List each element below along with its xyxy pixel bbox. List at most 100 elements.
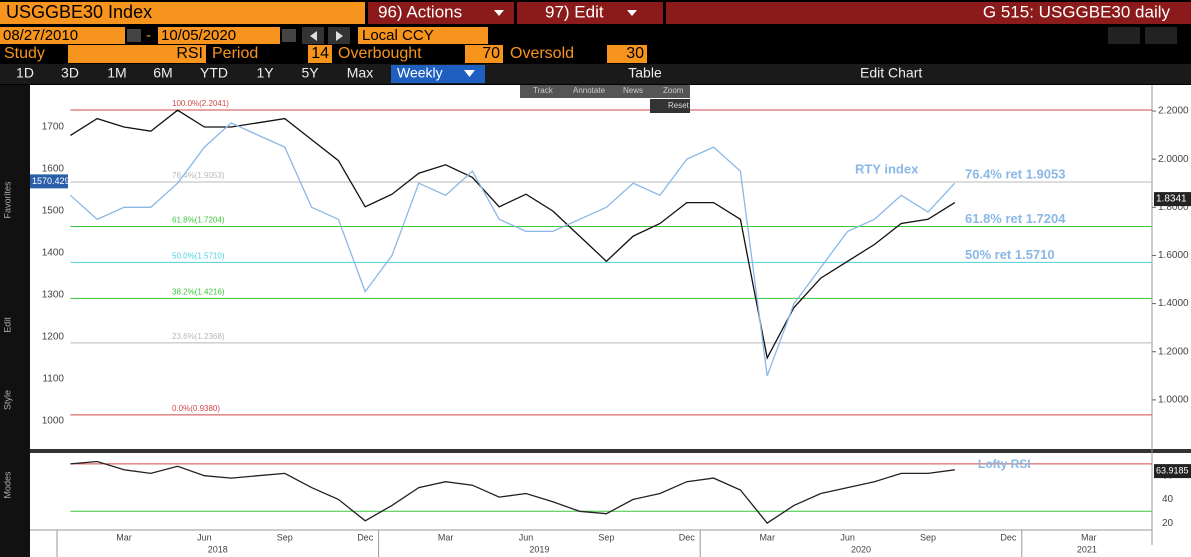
series-line xyxy=(70,460,955,524)
period-button[interactable]: 1D xyxy=(16,65,34,81)
y2-tick-label: 2.0000 xyxy=(1158,154,1189,165)
fib-level-label: 61.8%(1.7204) xyxy=(172,216,225,225)
cursor-tag xyxy=(30,174,68,189)
study-label: Overbought xyxy=(338,45,422,62)
year-label: 2021 xyxy=(1077,544,1097,554)
panel-divider xyxy=(30,449,1191,453)
last-value-tag xyxy=(1154,464,1191,479)
level-note: 61.8% ret 1.7204 xyxy=(965,211,1066,226)
y-tick-label: 1000 xyxy=(42,416,65,427)
period-button[interactable]: 1M xyxy=(107,65,126,81)
side-section-label: Favorites xyxy=(2,181,12,219)
currency-box[interactable] xyxy=(358,27,488,44)
fib-level-label: 0.0%(0.9380) xyxy=(172,404,220,413)
dropdown-arrow xyxy=(627,10,637,16)
y2-tick-label: 1.6000 xyxy=(1158,250,1189,261)
period-button[interactable]: 5Y xyxy=(301,65,319,81)
y-tick-label: 1400 xyxy=(42,248,65,259)
x-tick-label: Mar xyxy=(759,532,775,542)
period-row: 1D 3D 1M 6M YTD 1Y 5Y Max Weekly Table Edit Chart xyxy=(0,64,1191,84)
side-section-label: Edit xyxy=(2,317,12,333)
study-row: Study RSI Period 14 Overbought 70 Oversold 30 xyxy=(2,45,647,63)
reset-button[interactable]: Reset xyxy=(668,101,690,110)
x-tick-label: Sep xyxy=(920,532,936,542)
study-label: Period xyxy=(212,45,258,62)
edit-button[interactable] xyxy=(517,2,663,24)
year-label: 2020 xyxy=(851,544,871,554)
start-date: 08/27/2010 xyxy=(3,27,78,44)
x-tick-label: Jun xyxy=(197,532,212,542)
redo-button[interactable] xyxy=(1145,27,1177,44)
year-label: 2019 xyxy=(529,544,549,554)
legend-entry: RTY index xyxy=(855,161,919,176)
x-tick-label: Sep xyxy=(598,532,614,542)
legend-entry: Lofty RSI xyxy=(978,457,1031,471)
series-line xyxy=(70,109,956,360)
study-label-box xyxy=(336,45,462,63)
period-button[interactable]: YTD xyxy=(200,65,228,81)
study-label-box xyxy=(2,45,64,63)
period-button[interactable]: 6M xyxy=(153,65,172,81)
end-date: 10/05/2020 xyxy=(161,27,236,44)
study-input[interactable] xyxy=(607,45,647,63)
tool-button[interactable]: Annotate xyxy=(573,86,606,95)
edit-label: 97) Edit xyxy=(545,2,604,21)
y-tick-label: 1500 xyxy=(42,206,65,217)
actions-button[interactable] xyxy=(368,2,514,24)
period-button[interactable]: 1Y xyxy=(256,65,274,81)
period-button[interactable]: Max xyxy=(347,65,373,81)
y-tick-label: 1300 xyxy=(42,290,65,301)
window-title: G 515: USGGBE30 daily xyxy=(983,2,1171,21)
rsi-plot xyxy=(30,453,1191,557)
title-bar xyxy=(666,2,1191,24)
period-button[interactable]: 3D xyxy=(61,65,79,81)
tool-button[interactable]: News xyxy=(623,86,643,95)
undo-button[interactable] xyxy=(1108,27,1140,44)
y2-tick-label: 1.4000 xyxy=(1158,298,1189,309)
year-label: 2018 xyxy=(208,544,228,554)
calendar-icon[interactable] xyxy=(282,29,296,42)
side-section-label: Modes xyxy=(2,471,12,499)
y-tick-label: 1700 xyxy=(42,122,65,133)
start-date-box[interactable] xyxy=(0,27,125,44)
study-input[interactable] xyxy=(308,45,332,63)
study-input[interactable] xyxy=(68,45,206,63)
end-date-box[interactable] xyxy=(158,27,280,44)
main-plot xyxy=(30,85,1191,449)
x-tick-label: Dec xyxy=(1000,532,1017,542)
ticker: USGGBE30 Index xyxy=(6,2,152,22)
study-label-box xyxy=(508,45,604,63)
dropdown-arrow xyxy=(464,70,475,77)
study-input[interactable] xyxy=(465,45,503,63)
study-value: 70 xyxy=(482,45,500,62)
y2-tick-label: 1.2000 xyxy=(1158,346,1189,357)
actions-label: 96) Actions xyxy=(378,2,462,21)
ticker-box xyxy=(0,2,365,24)
tool-button[interactable]: Track xyxy=(533,86,554,95)
tool-button[interactable]: Zoom xyxy=(663,86,684,95)
y-tick-label: 1600 xyxy=(42,164,65,175)
x-tick-label: Jun xyxy=(519,532,534,542)
y2-tick-label: 2.2000 xyxy=(1158,106,1189,117)
fib-level-label: 38.2%(1.4216) xyxy=(172,288,225,297)
study-value: RSI xyxy=(176,45,203,62)
x-tick-label: Mar xyxy=(1081,532,1097,542)
y2-tick-label: 1.8000 xyxy=(1158,202,1189,213)
calendar-icon[interactable] xyxy=(127,29,141,42)
table-button[interactable]: Table xyxy=(628,65,662,81)
cursor-value: 1570.429 xyxy=(32,176,70,186)
frequency-box[interactable] xyxy=(391,65,485,83)
next-arrow xyxy=(336,31,343,41)
reset-box xyxy=(650,99,690,113)
period-bar xyxy=(0,64,1191,84)
side-toolbar xyxy=(0,85,30,557)
tool-bar xyxy=(520,85,690,98)
level-note: 50% ret 1.5710 xyxy=(965,247,1055,262)
y-tick-label: 1200 xyxy=(42,332,65,343)
rsi-tick-label: 40 xyxy=(1162,494,1174,505)
side-section-label: Style xyxy=(2,390,12,410)
edit-chart-button[interactable]: Edit Chart xyxy=(860,65,922,81)
date-separator: - xyxy=(146,27,151,44)
